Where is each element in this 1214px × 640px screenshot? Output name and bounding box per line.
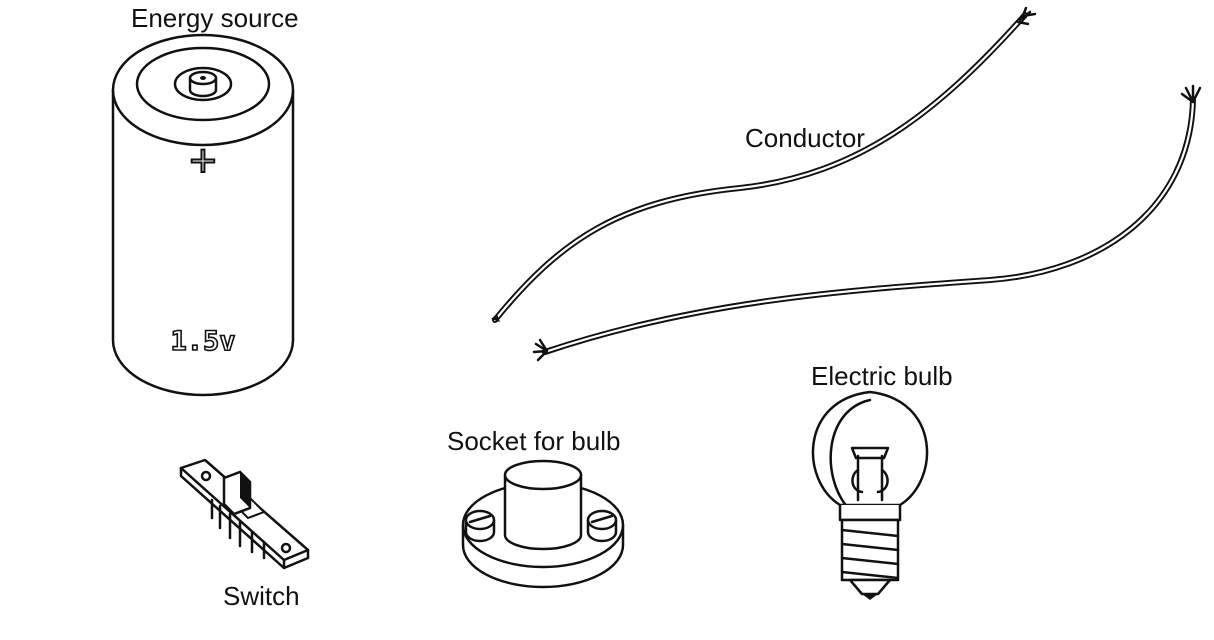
- conductor-wire-lower: [532, 84, 1202, 362]
- bulb-socket: [461, 459, 625, 589]
- conductor-label: Conductor: [745, 123, 865, 153]
- socket-label: Socket for bulb: [447, 426, 621, 456]
- battery-cell: + 1.5v: [111, 33, 295, 397]
- battery-label: Energy source: [131, 3, 299, 33]
- switch-label: Switch: [223, 581, 300, 611]
- bulb-label: Electric bulb: [811, 361, 953, 391]
- battery-plus-sign: +: [188, 140, 218, 181]
- battery-voltage-label: 1.5v: [170, 326, 235, 357]
- slide-switch: [179, 458, 310, 570]
- conductor-wire-upper: [491, 6, 1037, 323]
- electric-bulb: [811, 390, 929, 600]
